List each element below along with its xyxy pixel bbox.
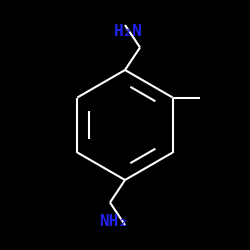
Text: NH₂: NH₂ bbox=[99, 214, 128, 229]
Text: H₂N: H₂N bbox=[114, 24, 142, 39]
